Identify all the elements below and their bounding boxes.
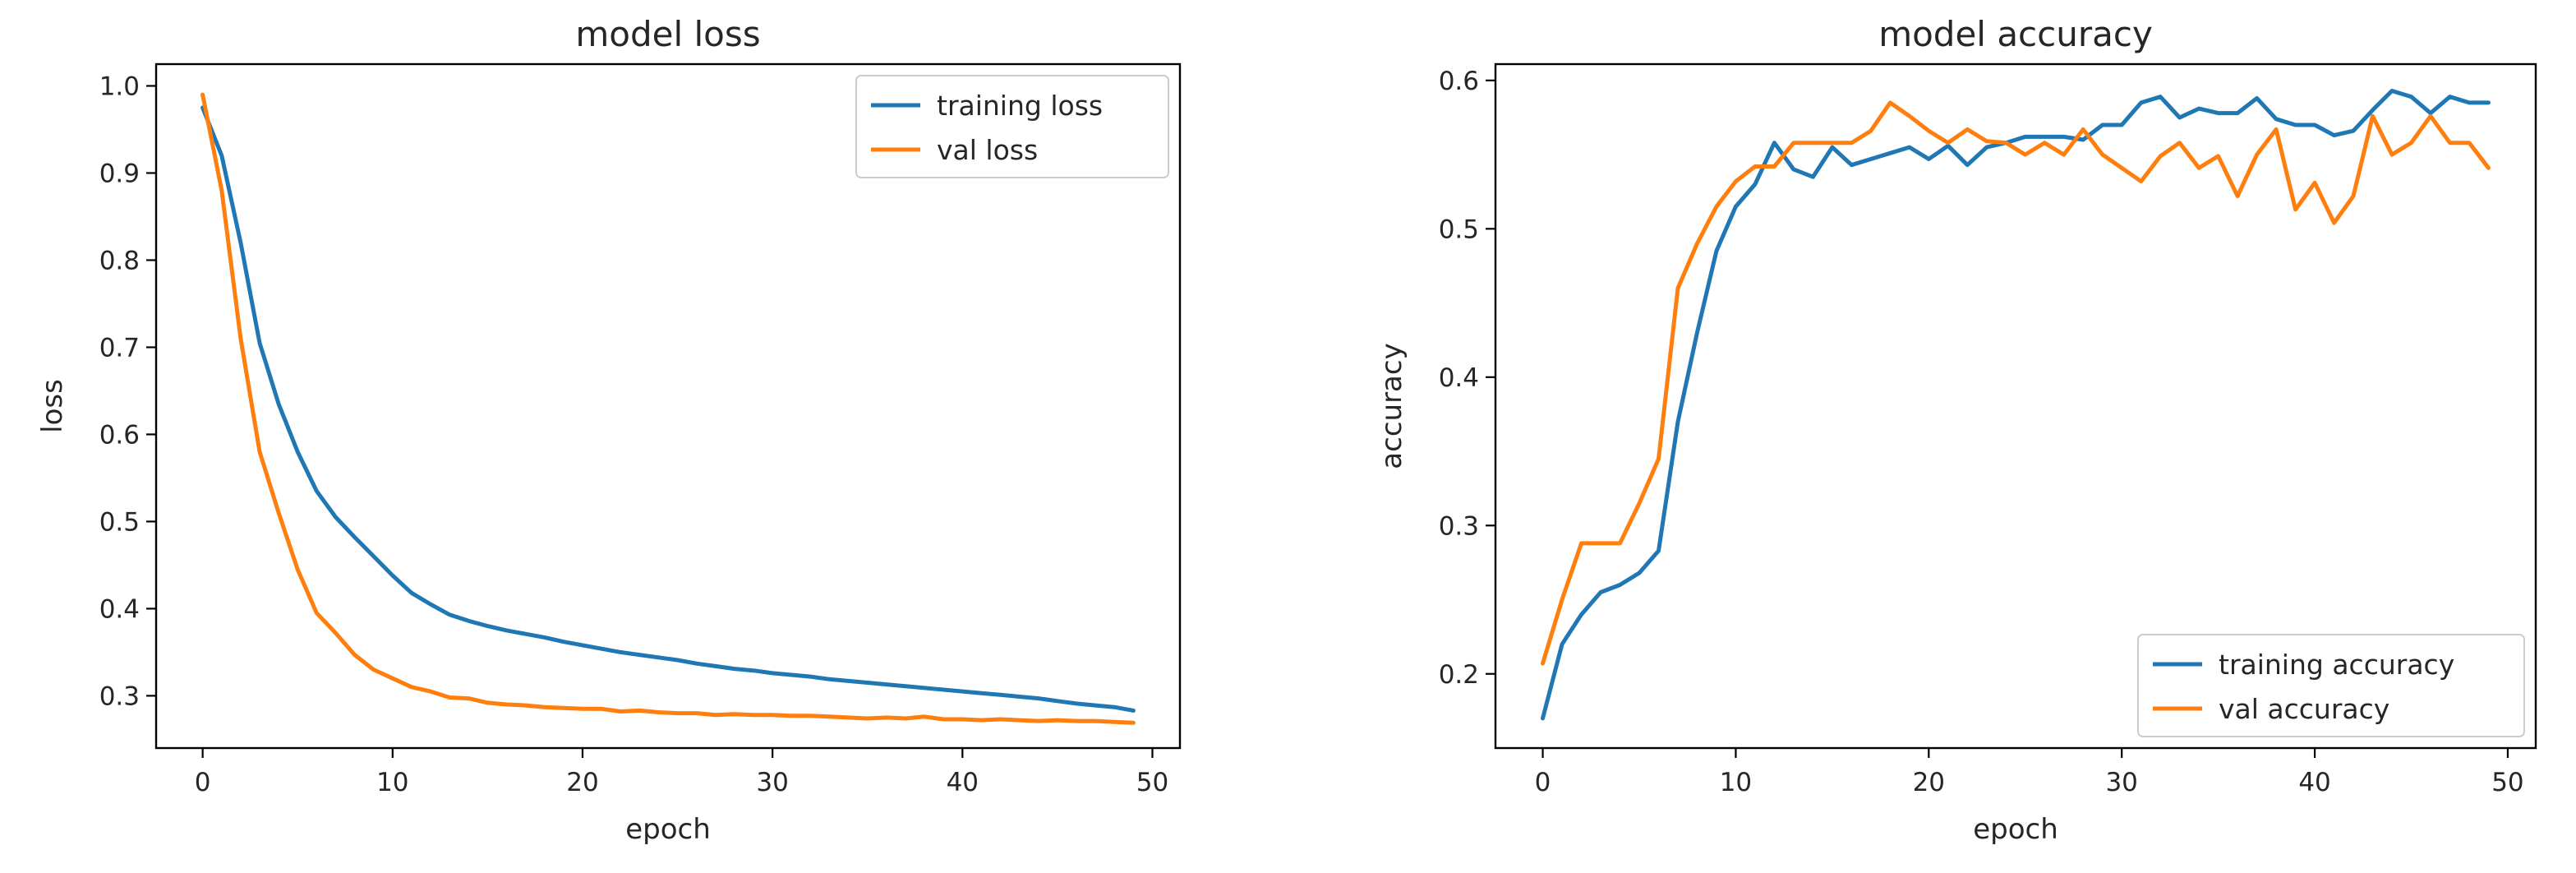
loss-series-training-loss	[200, 105, 1136, 713]
loss-legend-label-1: val loss	[937, 134, 1038, 166]
accuracy-ytick-label: 0.6	[1439, 67, 1479, 96]
accuracy-ytick-label: 0.5	[1439, 215, 1479, 244]
loss-series-val-loss	[200, 92, 1136, 725]
loss-xtick-label: 20	[566, 768, 598, 797]
accuracy-chart-title: model accuracy	[1878, 14, 2153, 54]
loss-chart: model loss epoch loss 0 10 20 30 40 50 0.3 0.4 0…	[36, 14, 1182, 846]
loss-xtick-label: 50	[1136, 768, 1168, 797]
accuracy-xtick-label: 50	[2491, 768, 2523, 797]
loss-chart-title: model loss	[575, 14, 760, 54]
accuracy-ytick-label: 0.2	[1439, 660, 1479, 690]
loss-ytick-label: 0.3	[99, 681, 140, 711]
loss-ytick-label: 0.9	[99, 159, 140, 188]
accuracy-xtick-label: 0	[1535, 768, 1551, 797]
accuracy-legend-label-1: val accuracy	[2219, 693, 2389, 725]
loss-ytick-label: 0.6	[99, 420, 140, 450]
accuracy-ytick-label: 0.4	[1439, 363, 1479, 393]
accuracy-legend: training accuracy val accuracy	[2137, 634, 2525, 737]
accuracy-xtick-label: 40	[2298, 768, 2330, 797]
loss-chart-xlabel: epoch	[625, 813, 711, 846]
loss-xtick-label: 40	[947, 768, 979, 797]
loss-ytick-label: 0.8	[99, 246, 140, 275]
accuracy-chart-xlabel: epoch	[1973, 813, 2058, 846]
loss-legend-box	[855, 75, 1169, 178]
loss-ytick-label: 1.0	[99, 72, 140, 101]
accuracy-axes-frame	[1494, 62, 2537, 750]
loss-legend-label-0: training loss	[937, 90, 1103, 122]
accuracy-ytick-label: 0.3	[1439, 511, 1479, 541]
loss-xtick-label: 30	[756, 768, 788, 797]
accuracy-xtick-label: 20	[1913, 768, 1945, 797]
accuracy-legend-label-0: training accuracy	[2219, 649, 2454, 681]
loss-axes-frame	[154, 62, 1182, 750]
loss-ytick-label: 0.7	[99, 333, 140, 363]
accuracy-chart: model accuracy epoch accuracy 0 10 20 30 40 5…	[1376, 14, 2537, 846]
loss-legend: training loss val loss	[855, 75, 1169, 178]
accuracy-chart-ylabel: accuracy	[1376, 343, 1408, 469]
loss-xtick-label: 10	[376, 768, 408, 797]
accuracy-legend-box	[2137, 634, 2525, 737]
loss-ytick-label: 0.4	[99, 594, 140, 624]
accuracy-xtick-label: 10	[1720, 768, 1752, 797]
accuracy-series-training-accuracy	[1541, 89, 2491, 721]
accuracy-xtick-label: 30	[2105, 768, 2137, 797]
loss-xtick-label: 0	[195, 768, 211, 797]
accuracy-series-val-accuracy	[1541, 100, 2491, 666]
loss-chart-ylabel: loss	[36, 379, 69, 433]
loss-ytick-label: 0.5	[99, 507, 140, 537]
